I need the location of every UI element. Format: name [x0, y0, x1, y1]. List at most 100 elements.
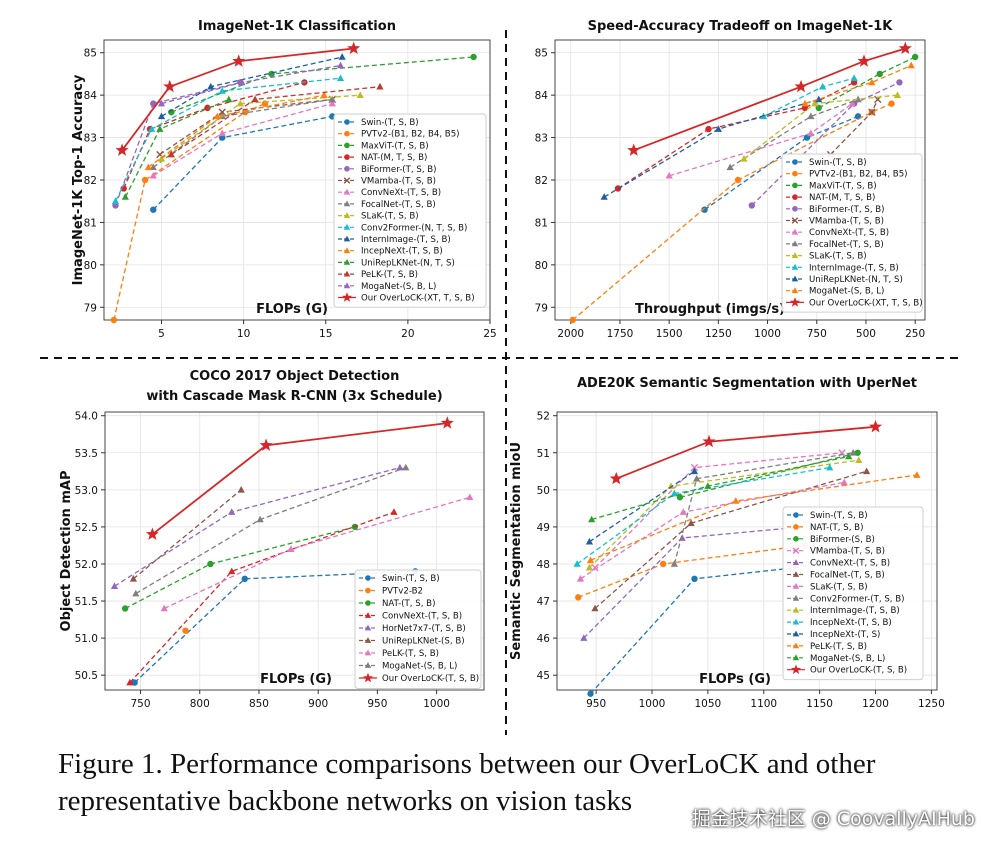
legend-label: ConvNeXt-(T, S, B) — [810, 559, 890, 569]
series-7 — [576, 478, 848, 582]
data-point — [585, 563, 594, 571]
data-point — [845, 452, 853, 460]
data-point — [132, 589, 140, 597]
legend-label: Our OverLoCK-(T, S, B) — [810, 666, 907, 676]
series-line — [114, 77, 341, 202]
data-point — [849, 448, 857, 456]
x-axis-label: FLOPs (G) — [699, 672, 771, 687]
series-7 — [149, 99, 336, 179]
data-point — [141, 176, 149, 184]
data-point — [470, 53, 477, 61]
legend-marker — [364, 662, 372, 668]
series-2 — [569, 100, 895, 324]
legend-label: VMamba-(T, S, B) — [361, 177, 436, 187]
series-9 — [585, 456, 863, 571]
data-point — [110, 316, 118, 324]
data-point — [840, 478, 848, 486]
y-tick-label: 84 — [84, 90, 98, 102]
data-point — [440, 416, 454, 429]
data-point — [679, 508, 687, 515]
legend-marker — [365, 600, 371, 606]
data-point — [466, 493, 474, 501]
legend-label: Swin-(T, S, B) — [361, 118, 419, 128]
series-line — [704, 115, 859, 211]
legend-label: NAT-(M, T, S, B) — [809, 193, 875, 203]
data-point — [807, 129, 815, 137]
data-point — [693, 474, 701, 482]
data-point — [268, 70, 275, 78]
chart-title: ImageNet-1K Classification — [198, 19, 396, 34]
x-tick-label: 1500 — [656, 328, 683, 340]
series-line — [633, 47, 906, 152]
legend-label: FocalNet-(T, S, B) — [810, 571, 885, 581]
legend-marker — [789, 297, 801, 307]
legend-label: PeLK-(T, S, B) — [382, 649, 439, 659]
legend-label: ConvNeXt-(T, S, B) — [809, 228, 889, 238]
y-tick-label: 82 — [535, 175, 548, 187]
series-10 — [111, 74, 345, 205]
data-point — [826, 463, 834, 471]
x-tick-label: 15 — [319, 328, 332, 340]
y-tick-label: 85 — [535, 48, 548, 60]
series-3 — [676, 449, 861, 501]
data-point — [111, 197, 120, 205]
data-point — [207, 560, 214, 568]
series-12 — [801, 61, 915, 107]
series-7 — [160, 493, 474, 612]
data-point — [376, 82, 384, 90]
legend-marker — [792, 559, 800, 565]
series-9 — [157, 91, 364, 162]
y-tick-label: 52.0 — [75, 559, 98, 571]
data-point — [228, 508, 236, 515]
series-11 — [585, 467, 699, 545]
legend-label: PVTv2-(B1, B2, B4, B5) — [809, 170, 908, 180]
data-point — [157, 112, 166, 120]
data-point — [815, 95, 823, 103]
series-12 — [586, 471, 921, 564]
data-point — [320, 91, 328, 98]
data-point — [659, 560, 667, 568]
x-tick-label: 850 — [249, 698, 269, 710]
legend-label: FocalNet-(T, S, B) — [361, 200, 436, 210]
legend: Swin-(T, S, B) PVTv2-B2 NAT-(T, S, B) ConvN… — [354, 569, 482, 689]
series-13 — [588, 452, 853, 523]
legend-marker — [792, 182, 798, 189]
data-point — [854, 95, 862, 103]
legend-marker — [344, 119, 350, 125]
x-tick-label: 900 — [308, 698, 328, 710]
legend-label: PVTv2-B2 — [382, 587, 423, 597]
series-line — [124, 526, 356, 610]
data-point — [868, 108, 876, 116]
legend-marker — [364, 649, 372, 656]
legend-marker — [343, 247, 351, 254]
y-tick-label: 54.0 — [75, 411, 98, 423]
data-point — [740, 154, 748, 162]
data-point — [907, 61, 915, 69]
legend-label: IncepNeXt-(T, S) — [810, 630, 880, 640]
x-tick-label: 750 — [131, 698, 151, 710]
data-point — [251, 95, 259, 103]
legend-marker — [791, 228, 799, 235]
series-line — [171, 56, 474, 113]
data-point — [898, 41, 912, 55]
data-point — [732, 497, 740, 504]
series-16 — [115, 41, 361, 156]
chart-panel-4: 950 1000 1050 1100 1150 1200 1250 45 46 47 48 49 50 5… — [509, 376, 945, 710]
x-tick-label: 250 — [905, 328, 925, 340]
x-tick-label: 1000 — [423, 698, 450, 710]
y-axis-label: Object Detection mAP — [59, 471, 74, 632]
legend-label: InternImage-(T, S, B) — [361, 235, 451, 245]
data-point — [287, 545, 295, 552]
data-point — [336, 74, 345, 81]
data-point — [236, 99, 244, 107]
figure-caption: Figure 1. Performance comparisons betwee… — [58, 748, 876, 817]
legend-label: ConvNeXt-(T, S, B) — [361, 188, 441, 198]
legend-marker — [365, 587, 371, 594]
legend-marker — [343, 223, 351, 230]
series-9 — [145, 416, 454, 540]
data-point — [591, 563, 599, 572]
data-point — [687, 519, 695, 526]
legend-marker — [344, 142, 350, 149]
x-tick-label: 25 — [483, 328, 496, 340]
data-point — [156, 125, 164, 132]
